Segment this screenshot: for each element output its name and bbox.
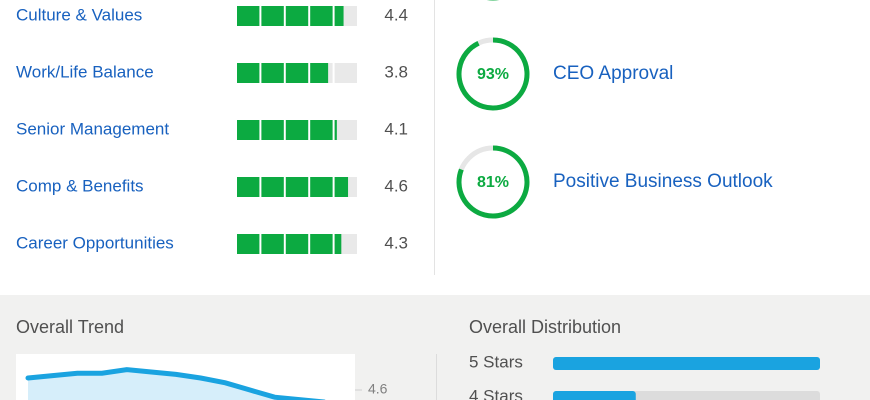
rating-label[interactable]: Career Opportunities [16,233,174,252]
rating-segment [334,234,342,254]
ring-arc [456,37,530,111]
rating-segment [237,63,260,83]
ring-value: 81% [477,174,509,191]
rating-segment-bg [334,120,357,140]
rating-segment [285,234,309,254]
rating-segment [334,120,337,140]
rating-segment [285,120,309,140]
trend-line [25,367,326,400]
rating-value: 4.6 [384,176,408,195]
y-tick-label: 4.6 [368,381,388,397]
ring-value: 93% [477,66,509,83]
rating-segment [261,234,284,254]
rating-segment [310,120,333,140]
rating-value: 4.1 [384,119,408,138]
ring-arc [456,145,530,219]
dist-label: 5 Stars [469,352,523,371]
rating-segment [261,6,284,26]
rating-label[interactable]: Work/Life Balance [16,62,154,81]
rating-segment [237,120,260,140]
approval-label[interactable]: Positive Business Outlook [553,171,773,192]
rating-segment [237,234,260,254]
rating-segment [285,177,309,197]
rating-label[interactable]: Comp & Benefits [16,176,144,195]
dist-label: 4 Stars [469,386,523,400]
section-title: Overall Trend [16,317,124,337]
rating-segment [310,6,333,26]
section-title: Overall Distribution [469,317,621,337]
rating-segment [334,6,344,26]
rating-value: 4.4 [384,5,408,24]
rating-value: 3.8 [384,62,408,81]
rating-segment-bg [334,63,357,83]
rating-label[interactable]: Culture & Values [16,5,142,24]
rating-segment [237,177,260,197]
approval-label[interactable]: CEO Approval [553,63,673,84]
rating-segment [310,234,333,254]
rating-label[interactable]: Senior Management [16,119,169,138]
rating-segment [310,177,333,197]
rating-segment [261,63,284,83]
rating-segment [285,6,309,26]
rating-segment [310,63,329,83]
rating-segment [261,177,284,197]
rating-segment [285,63,309,83]
rating-value: 4.3 [384,233,408,252]
dist-bar [553,391,636,400]
rating-segment [237,6,260,26]
rating-segment [261,120,284,140]
rating-segment [334,177,349,197]
dist-bar [553,357,820,370]
